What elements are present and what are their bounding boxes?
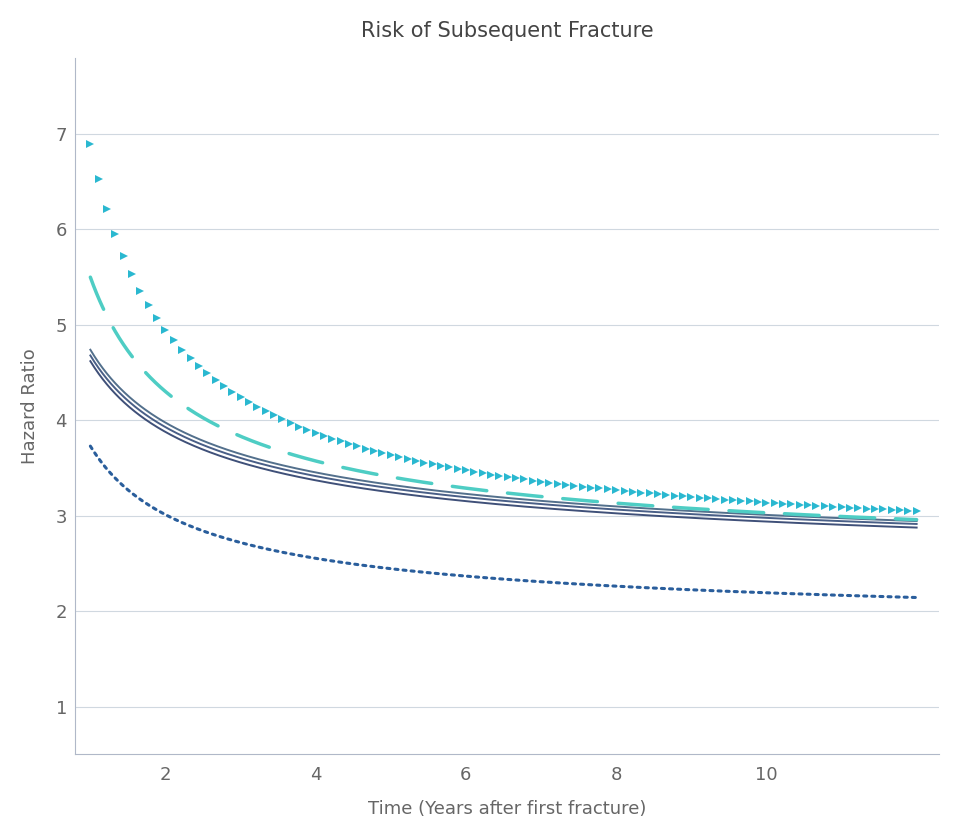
Y-axis label: Hazard Ratio: Hazard Ratio: [21, 348, 38, 464]
X-axis label: Time (Years after first fracture): Time (Years after first fracture): [368, 800, 646, 818]
Title: Risk of Subsequent Fracture: Risk of Subsequent Fracture: [361, 21, 654, 41]
